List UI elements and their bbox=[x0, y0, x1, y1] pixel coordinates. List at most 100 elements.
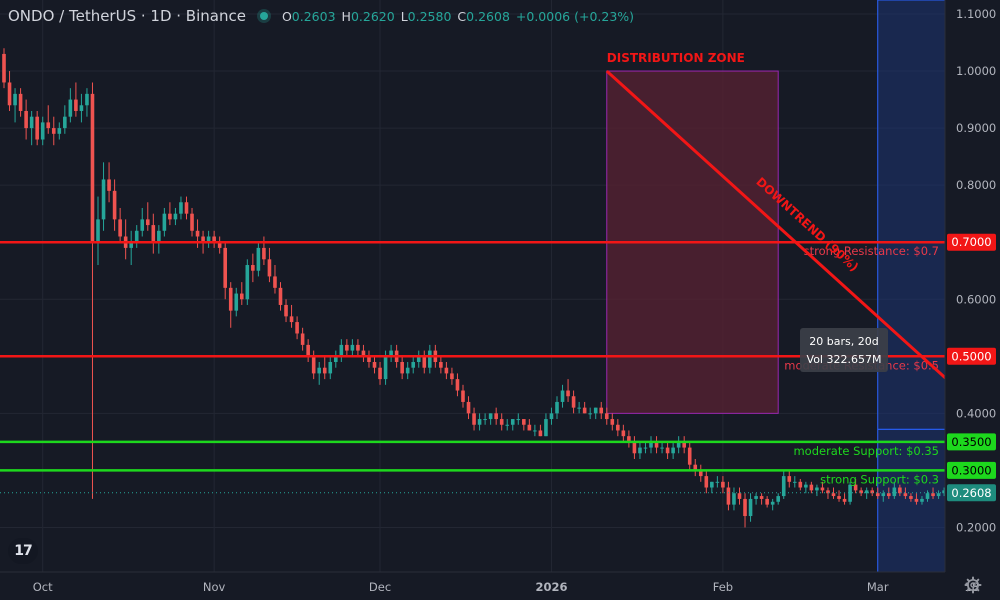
candle-body bbox=[898, 487, 902, 494]
candle-body bbox=[262, 247, 266, 260]
measure-tooltip: 20 bars, 20d Vol 322.657M bbox=[800, 328, 888, 372]
candle bbox=[245, 259, 250, 305]
candle-body bbox=[909, 496, 913, 499]
candle bbox=[112, 179, 117, 231]
candle bbox=[239, 282, 244, 305]
ohlc-legend: O0.2603 H0.2620 L0.2580 C0.2608 +0.0006 … bbox=[282, 9, 634, 24]
candle-body bbox=[549, 413, 554, 420]
time-tick-label: 2026 bbox=[535, 580, 567, 594]
price-tick-label: 1.0000 bbox=[956, 64, 996, 78]
candle bbox=[461, 384, 465, 408]
candle-body bbox=[892, 487, 897, 497]
candle bbox=[698, 464, 703, 482]
candle bbox=[842, 493, 847, 505]
candle bbox=[444, 362, 449, 380]
candle bbox=[151, 213, 156, 254]
candle bbox=[29, 110, 34, 146]
symbol-title[interactable]: ONDO / TetherUS · 1D · Binance bbox=[8, 7, 246, 25]
candle-body bbox=[405, 367, 410, 374]
candle-body bbox=[7, 82, 12, 106]
candle bbox=[439, 356, 443, 374]
candle-body bbox=[217, 242, 222, 248]
candle bbox=[101, 162, 106, 231]
candle-body bbox=[859, 490, 863, 494]
candle-body bbox=[439, 362, 443, 368]
candle bbox=[405, 362, 410, 380]
candle bbox=[477, 413, 482, 431]
candle-body bbox=[411, 362, 416, 368]
candle bbox=[544, 413, 548, 437]
candle-body bbox=[350, 344, 355, 351]
candle bbox=[748, 493, 753, 522]
candle bbox=[710, 481, 714, 494]
candle bbox=[228, 282, 233, 328]
candle-body bbox=[201, 236, 205, 243]
candle-body bbox=[57, 128, 62, 134]
time-tick-label: Mar bbox=[867, 580, 889, 594]
tradingview-logo-icon[interactable]: 17 bbox=[8, 538, 38, 564]
candle bbox=[428, 344, 432, 374]
price-badge-bg bbox=[947, 433, 996, 451]
candle-body bbox=[367, 356, 371, 363]
candle bbox=[627, 430, 631, 448]
candle bbox=[74, 82, 78, 117]
candle bbox=[256, 242, 261, 277]
candle bbox=[40, 116, 45, 146]
candle bbox=[743, 493, 747, 528]
candle-body bbox=[68, 99, 73, 117]
candle bbox=[300, 327, 305, 351]
candle-body bbox=[533, 430, 537, 432]
candle bbox=[212, 230, 216, 248]
candle bbox=[488, 413, 493, 425]
candle-body bbox=[455, 379, 460, 391]
candle bbox=[610, 413, 615, 431]
candle-body bbox=[721, 481, 725, 488]
candle bbox=[46, 105, 51, 134]
candle-body bbox=[737, 493, 742, 499]
candle-body bbox=[378, 367, 382, 380]
distribution-zone-label: DISTRIBUTION ZONE bbox=[607, 51, 745, 65]
candle bbox=[195, 219, 200, 248]
candle-body bbox=[157, 230, 161, 243]
candle bbox=[483, 413, 487, 425]
candle bbox=[765, 496, 769, 508]
candle-body bbox=[599, 407, 604, 414]
candle-body bbox=[112, 190, 117, 220]
candle bbox=[505, 419, 510, 431]
downtrend-line bbox=[605, 69, 995, 424]
candle-body bbox=[322, 367, 327, 374]
candle bbox=[378, 362, 382, 385]
candle bbox=[24, 99, 28, 140]
candle-body bbox=[46, 122, 51, 129]
candle bbox=[168, 202, 172, 226]
candle-body bbox=[273, 276, 277, 288]
candle bbox=[356, 339, 360, 357]
candle bbox=[621, 424, 626, 442]
support-line-label: strong Support: $0.3 bbox=[820, 472, 939, 486]
candle bbox=[68, 88, 73, 123]
candle-body bbox=[428, 350, 432, 368]
candle bbox=[217, 236, 222, 254]
candle bbox=[604, 407, 609, 425]
candle bbox=[51, 116, 56, 146]
candle-body bbox=[743, 498, 747, 517]
candle bbox=[831, 487, 836, 499]
candle-body bbox=[184, 202, 189, 214]
candle-body bbox=[450, 373, 454, 380]
candle-body bbox=[477, 419, 482, 425]
candle-body bbox=[251, 265, 255, 271]
candle-body bbox=[317, 367, 322, 374]
price-badge-bg bbox=[947, 461, 996, 479]
candle-body bbox=[593, 407, 598, 414]
candle-body bbox=[848, 484, 852, 502]
candle bbox=[322, 356, 327, 380]
candle bbox=[450, 367, 454, 385]
candle bbox=[499, 413, 504, 431]
candle bbox=[726, 481, 731, 511]
candle bbox=[920, 496, 924, 505]
gear-icon[interactable] bbox=[964, 576, 982, 594]
candle-body bbox=[792, 481, 797, 483]
candle-body bbox=[234, 293, 239, 311]
